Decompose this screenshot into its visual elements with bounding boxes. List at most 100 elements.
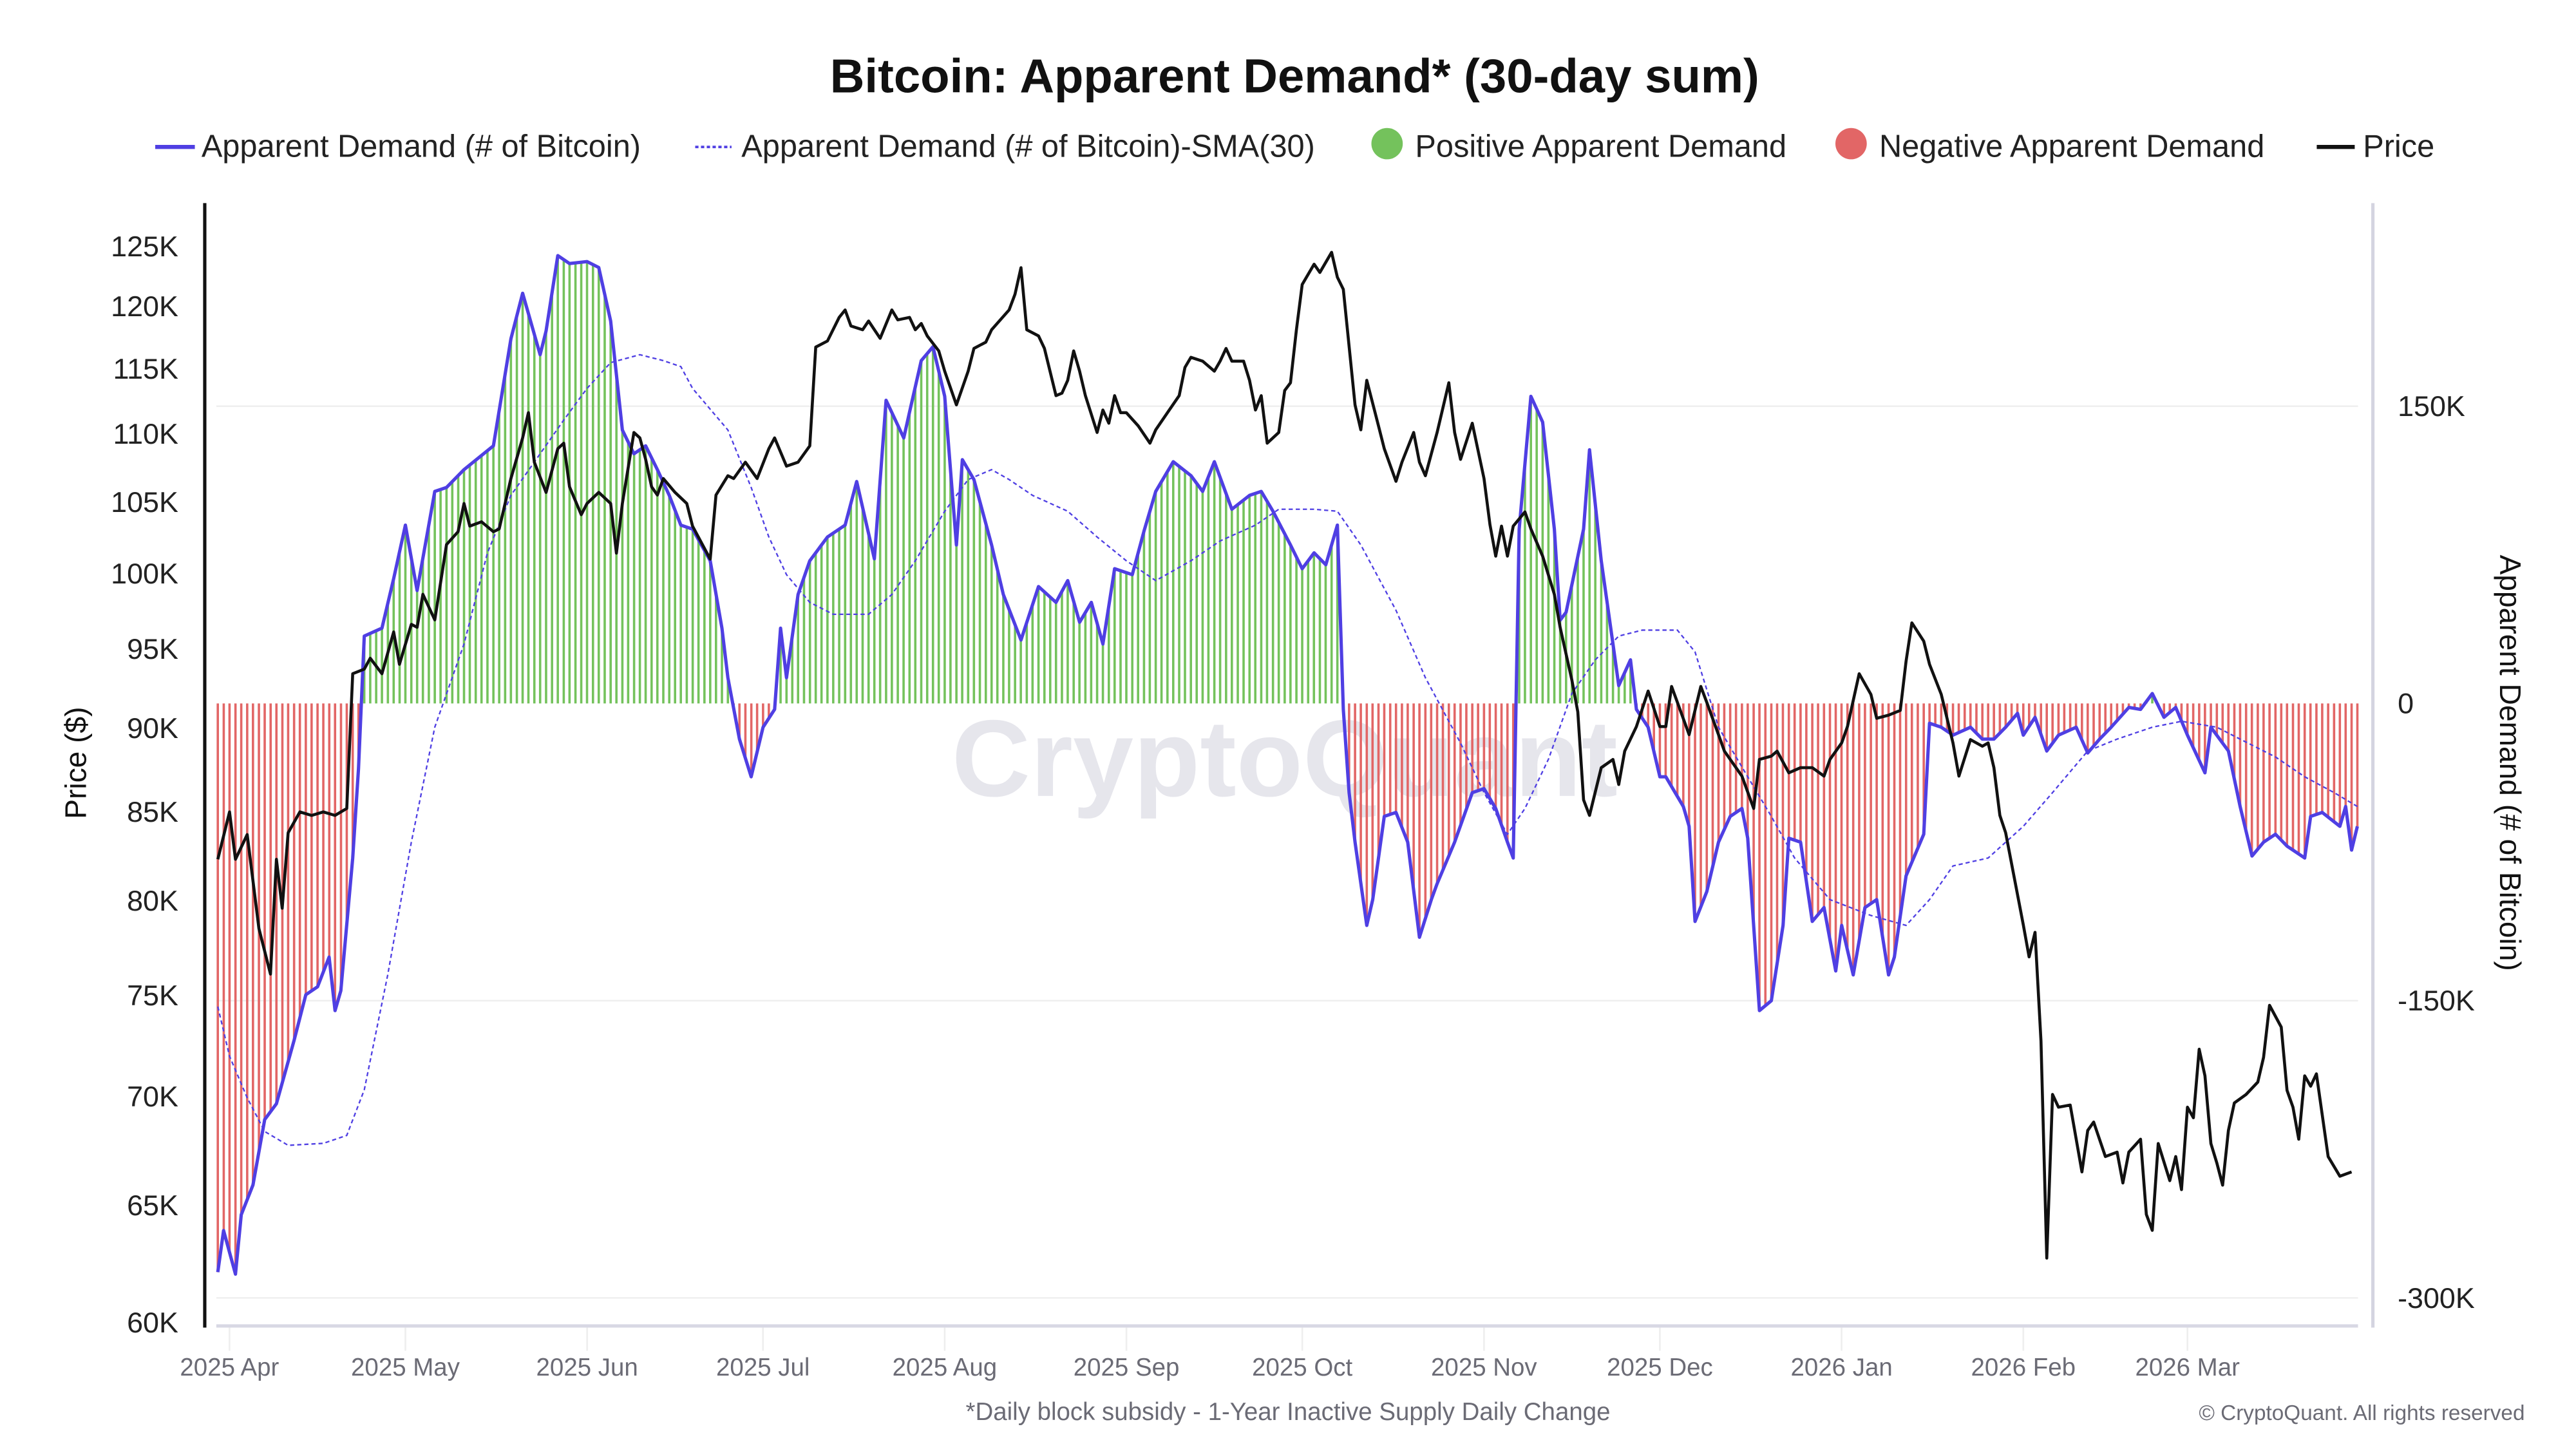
negative-demand-bar [1817,703,1819,914]
negative-demand-bar [1993,703,1995,739]
positive-demand-bar [1137,553,1139,704]
negative-demand-bar [1418,703,1421,938]
left-tick-label: 60K [127,1306,178,1339]
positive-demand-bar [551,293,553,704]
positive-demand-bar [1524,462,1526,704]
positive-demand-bar [1611,644,1615,704]
positive-demand-bar [826,536,829,704]
positive-demand-bar [990,545,993,704]
negative-demand-bar [1987,703,1989,739]
negative-demand-bar [1940,703,1943,728]
negative-demand-bar [2121,703,2125,714]
negative-demand-bar [2063,703,2066,733]
legend-item-positive[interactable]: Positive Apparent Demand [1371,128,1786,164]
positive-demand-bar [1142,531,1146,704]
negative-demand-bar [305,703,307,995]
negative-demand-bar [1388,703,1392,815]
negative-demand-bar [2087,703,2089,753]
positive-demand-bar [1031,604,1034,704]
positive-demand-bar [410,558,413,704]
negative-demand-bar [1676,703,1679,797]
negative-demand-bar [1705,703,1709,892]
positive-demand-bar [504,374,507,704]
left-tick-label: 65K [127,1189,178,1222]
positive-demand-bar [1330,545,1333,704]
negative-demand-bar [1823,703,1826,908]
negative-demand-bar [1453,703,1456,842]
negative-demand-bar [1934,703,1937,726]
positive-demand-bar [855,481,858,704]
negative-demand-bar [2274,703,2277,835]
positive-demand-bar [468,464,471,704]
negative-demand-bar [2163,703,2166,717]
negative-demand-bar [2139,703,2142,710]
positive-demand-bar [1113,569,1116,704]
negative-demand-bar [1904,703,1908,876]
negative-demand-bar [1881,703,1884,938]
negative-demand-bar [2244,703,2248,831]
legend-circle-marker [1371,128,1403,160]
negative-demand-bar [2239,703,2242,807]
left-tick-labels: 60K 65K 70K 75K 80K 85K 90K 95K 100K 105K 110K 115K… [111,230,178,1339]
positive-demand-bar [585,261,589,704]
positive-demand-bar [574,263,577,704]
negative-demand-bar [2204,703,2206,773]
negative-demand-bar [762,703,764,728]
negative-demand-bar [1406,703,1409,842]
negative-demand-bar [1917,703,1919,848]
positive-demand-bar [691,529,694,704]
negative-demand-bar [2268,703,2271,838]
left-tick-label: 90K [127,712,178,744]
positive-demand-bar [902,438,905,704]
left-tick-label: 95K [127,632,178,665]
watermark: CryptoQuant [952,697,1618,819]
positive-demand-bar [433,491,436,704]
legend-item-sma[interactable]: Apparent Demand (# of Bitcoin)-SMA(30) [695,129,1315,164]
positive-demand-bar [1207,477,1210,704]
legend-item-demand[interactable]: Apparent Demand (# of Bitcoin) [155,129,641,164]
negative-demand-bar [252,703,254,1185]
negative-demand-bar [1951,703,1955,735]
negative-demand-bar [2174,703,2177,708]
positive-demand-bar [1535,409,1538,704]
negative-demand-bar [1747,703,1749,838]
positive-demand-bar [1019,639,1022,704]
positive-demand-bar [457,475,460,704]
positive-demand-bar [1184,471,1186,704]
positive-demand-bar [1271,511,1274,704]
left-tick-label: 80K [127,884,178,917]
positive-demand-bar [779,628,782,704]
positive-demand-bar [937,371,940,704]
positive-demand-bar [1541,422,1544,704]
positive-demand-bar [685,527,688,704]
negative-demand-bar [2098,703,2101,739]
negative-demand-bar [1658,703,1662,777]
left-tick-label: 120K [111,290,178,323]
positive-demand-bar [1025,622,1028,704]
positive-demand-bar [861,507,864,704]
negative-demand-bar [2127,703,2130,708]
negative-demand-bar [1394,703,1397,813]
positive-demand-bar [591,264,594,704]
positive-demand-bar [1530,396,1532,704]
positive-demand-bar [885,400,887,704]
negative-demand-bar [1717,703,1720,842]
negative-demand-bar [1477,703,1479,791]
x-tick-label: 2025 Aug [893,1354,998,1381]
positive-demand-bar [1617,685,1620,704]
positive-demand-bar [1312,553,1316,704]
positive-demand-bar [621,430,624,704]
legend: Apparent Demand (# of Bitcoin) Apparent … [155,128,2434,164]
positive-demand-bar [814,553,817,704]
positive-demand-bar [1043,591,1046,704]
positive-demand-bar [644,446,647,704]
positive-demand-bar [797,594,800,704]
legend-item-price[interactable]: Price [2316,129,2434,164]
legend-item-negative[interactable]: Negative Apparent Demand [1835,128,2264,164]
positive-demand-bar [486,450,489,704]
positive-demand-bar [1558,620,1562,704]
positive-demand-bar [668,495,671,704]
negative-demand-bar [1875,703,1878,900]
gridlines [216,405,2358,1351]
